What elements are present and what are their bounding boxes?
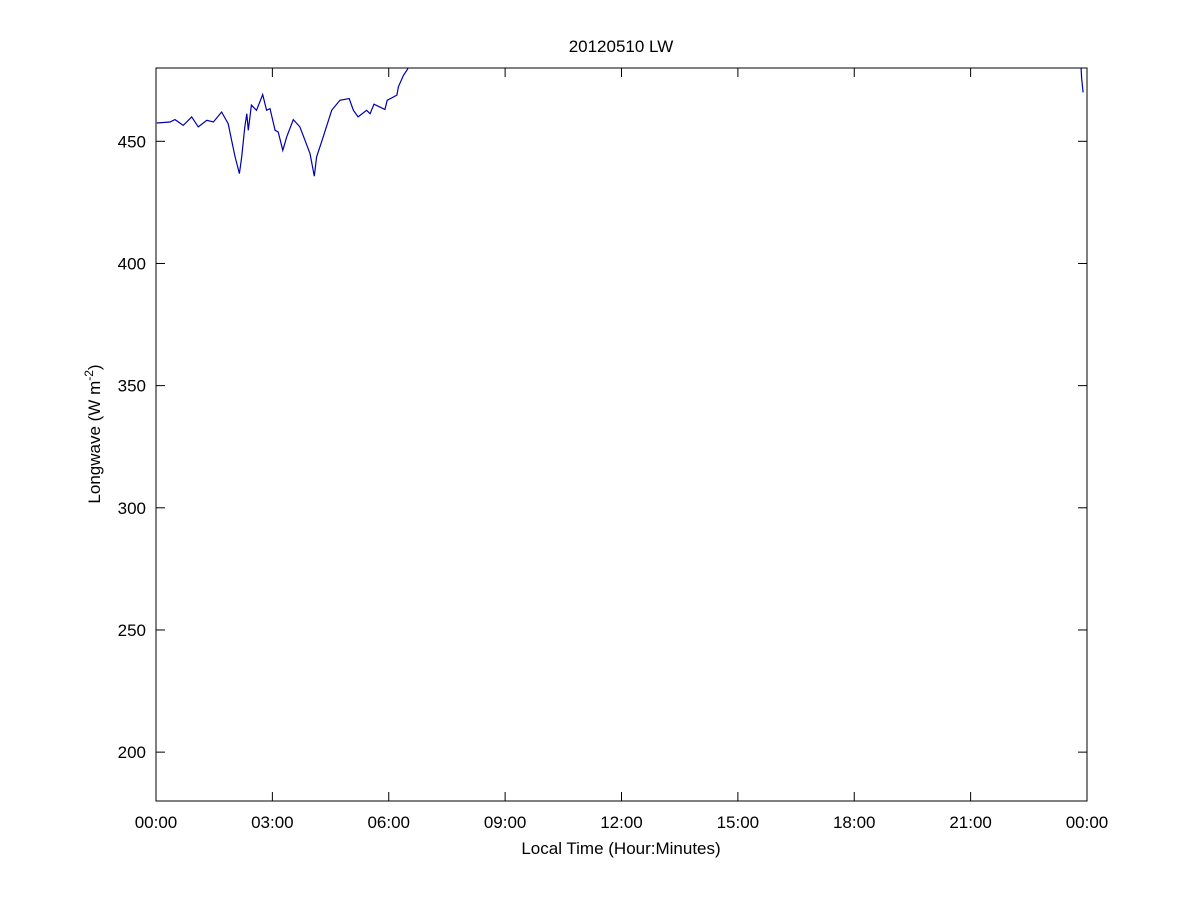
- y-axis-label: Longwave (W m-2): [82, 364, 104, 503]
- x-tick-label: 21:00: [949, 813, 992, 832]
- y-tick-label: 250: [118, 621, 146, 640]
- x-tick-label: 00:00: [1066, 813, 1109, 832]
- x-tick-label: 03:00: [251, 813, 294, 832]
- y-tick-label: 450: [118, 132, 146, 151]
- x-tick-label: 15:00: [717, 813, 760, 832]
- series-line: [156, 68, 409, 177]
- series-line: [1080, 68, 1084, 93]
- x-tick-label: 18:00: [833, 813, 876, 832]
- y-tick-label: 400: [118, 254, 146, 273]
- y-tick-label: 300: [118, 499, 146, 518]
- x-tick-label: 06:00: [367, 813, 410, 832]
- chart-title: 20120510 LW: [569, 37, 674, 56]
- x-axis-label: Local Time (Hour:Minutes): [521, 839, 720, 858]
- x-tick-label: 09:00: [484, 813, 527, 832]
- plot-area: [155, 67, 1088, 802]
- x-tick-label: 12:00: [600, 813, 643, 832]
- y-tick-label: 200: [118, 743, 146, 762]
- x-tick-label: 00:00: [135, 813, 178, 832]
- y-tick-label: 350: [118, 377, 146, 396]
